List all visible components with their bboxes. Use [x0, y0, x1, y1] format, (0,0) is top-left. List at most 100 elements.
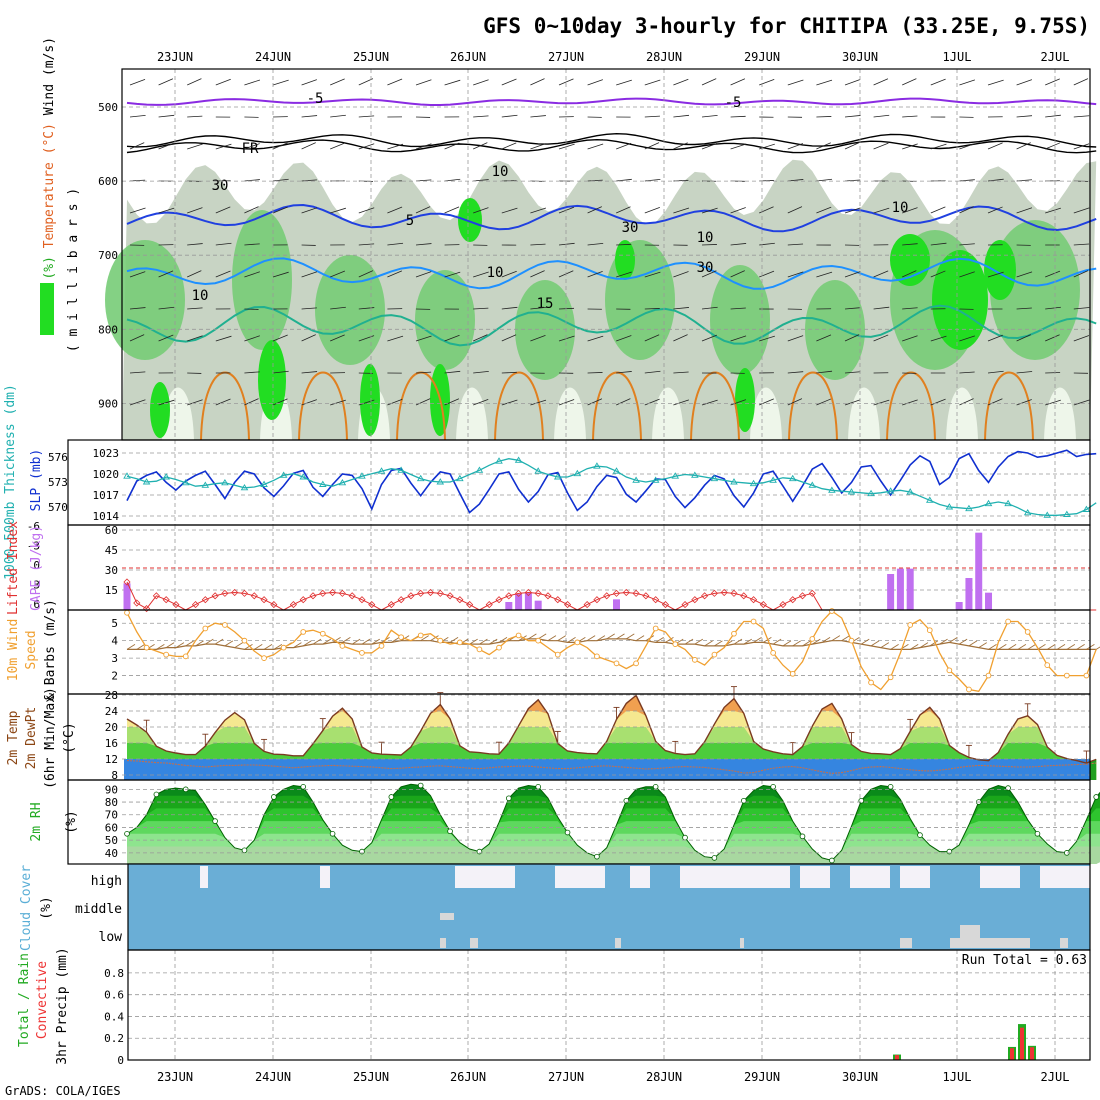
wind-barb	[587, 242, 604, 246]
bottom-date-label: 30JUN	[842, 1070, 878, 1084]
rh-dry-patch	[456, 387, 488, 440]
wind-speed-marker	[437, 637, 444, 644]
wind-barb	[1045, 399, 1061, 406]
lifted-marker	[466, 601, 474, 609]
wind-barb	[187, 399, 203, 406]
wind-barb	[358, 335, 375, 342]
panel-frame	[67, 524, 1091, 611]
slp-axis-label: SLP (mb)	[29, 449, 44, 512]
wind-barb	[787, 271, 804, 278]
wind-barb	[844, 207, 861, 214]
temp-tick: 20	[105, 721, 118, 734]
rh-line	[126, 783, 1100, 862]
wind-barb-mark	[165, 642, 175, 649]
wind-barb-mark	[156, 644, 165, 650]
rh-marker	[652, 784, 659, 790]
wind-barb	[987, 334, 1003, 342]
wind-barb	[272, 398, 288, 406]
barb-shaft-line	[127, 638, 1097, 651]
precip-legend-conv: Convective	[35, 961, 50, 1039]
wind-barb	[1016, 142, 1031, 150]
wind-tick: 2	[111, 670, 118, 683]
wind-speed-marker	[731, 630, 737, 637]
wind-barb	[272, 271, 289, 278]
wind-barb	[358, 307, 375, 310]
wind-speed-marker	[887, 674, 894, 681]
cloud-gap	[1040, 866, 1070, 888]
wind-barb	[129, 207, 146, 214]
wind-barb-mark	[244, 644, 253, 650]
lifted-marker	[348, 592, 356, 600]
wind-barb-mark	[1076, 644, 1085, 650]
temp-contour-freezing	[126, 132, 1097, 148]
rh-marker	[447, 828, 453, 835]
wind-barb	[1073, 143, 1090, 150]
lifted-marker	[436, 589, 444, 597]
wind-barb	[473, 271, 489, 278]
label-part: Lifted Index	[6, 521, 21, 615]
lifted-marker	[808, 589, 816, 597]
wind-barb	[158, 78, 174, 86]
rh-tick: 90	[105, 783, 118, 796]
wind-barb	[616, 79, 632, 86]
upper-ylabel: RH (%) Temperature (°C) Wind (m/s)	[42, 37, 57, 303]
wind-barb	[1016, 307, 1032, 310]
temp-contour-15	[126, 304, 1097, 347]
temp-tick: 16	[105, 737, 118, 750]
wind-speed-marker	[280, 644, 287, 651]
wind-barb-mark	[821, 637, 831, 643]
lifted-marker	[749, 596, 758, 604]
wind-barb	[301, 79, 317, 86]
wind-axis-label-b: Speed	[24, 630, 39, 669]
cloud-panel: high middle low Cloud Cover (%)	[19, 863, 1091, 951]
wind-barb-mark	[861, 638, 870, 645]
wind-barb-mark	[214, 638, 224, 645]
wind-barb	[1045, 334, 1060, 342]
lifted-marker	[143, 605, 151, 613]
lifted-tick: 0	[33, 559, 40, 572]
wind-axis-label-c: & Barbs (m/s)	[43, 599, 58, 701]
wind-barb-mark	[890, 644, 899, 650]
wind-barb	[959, 206, 974, 214]
thickness-tick: 570	[48, 501, 68, 514]
lifted-marker	[691, 596, 699, 604]
contour-label: 30	[622, 220, 639, 236]
top-date-axis: 23JUN 24JUN 25JUN 26JUN 27JUN 28JUN 29JUN 30JUN…	[157, 50, 1070, 64]
wind-barb	[129, 271, 146, 278]
wind-barb-mark	[547, 635, 557, 642]
temp-contour-warm	[788, 371, 838, 441]
thickness-marker	[377, 467, 386, 474]
wind-barb	[1045, 306, 1061, 310]
wind-barb	[444, 271, 461, 278]
wind-barb	[501, 270, 517, 278]
cape-bar	[505, 602, 513, 610]
bottom-date-label: 25JUN	[353, 1070, 389, 1084]
wind-barb	[930, 242, 947, 246]
bottom-date-label: 28JUN	[646, 1070, 682, 1084]
wind-barb	[215, 206, 231, 214]
wind-barb	[272, 142, 288, 150]
wind-barb	[959, 335, 975, 342]
wind-barb	[558, 143, 575, 150]
thickness-marker	[671, 472, 680, 479]
temp-tick: 24	[105, 705, 119, 718]
cape-tick: 60	[105, 524, 118, 537]
wind-barb	[415, 79, 432, 86]
rh-green-region	[315, 255, 385, 365]
wind-barb-mark	[322, 638, 332, 645]
wind-axis-label-a: 10m Wind	[6, 619, 21, 682]
lifted-marker	[456, 596, 464, 604]
wind-barb	[730, 207, 746, 214]
wind-speed-marker	[417, 632, 424, 639]
wind-barb	[473, 334, 488, 342]
lifted-marker	[426, 588, 435, 597]
rh-marker	[153, 791, 160, 798]
lifted-marker	[201, 596, 209, 604]
wind-barb-mark	[126, 644, 136, 650]
slp-tick: 1020	[93, 468, 120, 481]
wind-barb	[473, 115, 489, 118]
lifted-marker	[583, 601, 591, 609]
temp-contour-warm	[494, 371, 544, 441]
rh-marker	[241, 847, 248, 854]
wind-barb	[158, 334, 174, 342]
